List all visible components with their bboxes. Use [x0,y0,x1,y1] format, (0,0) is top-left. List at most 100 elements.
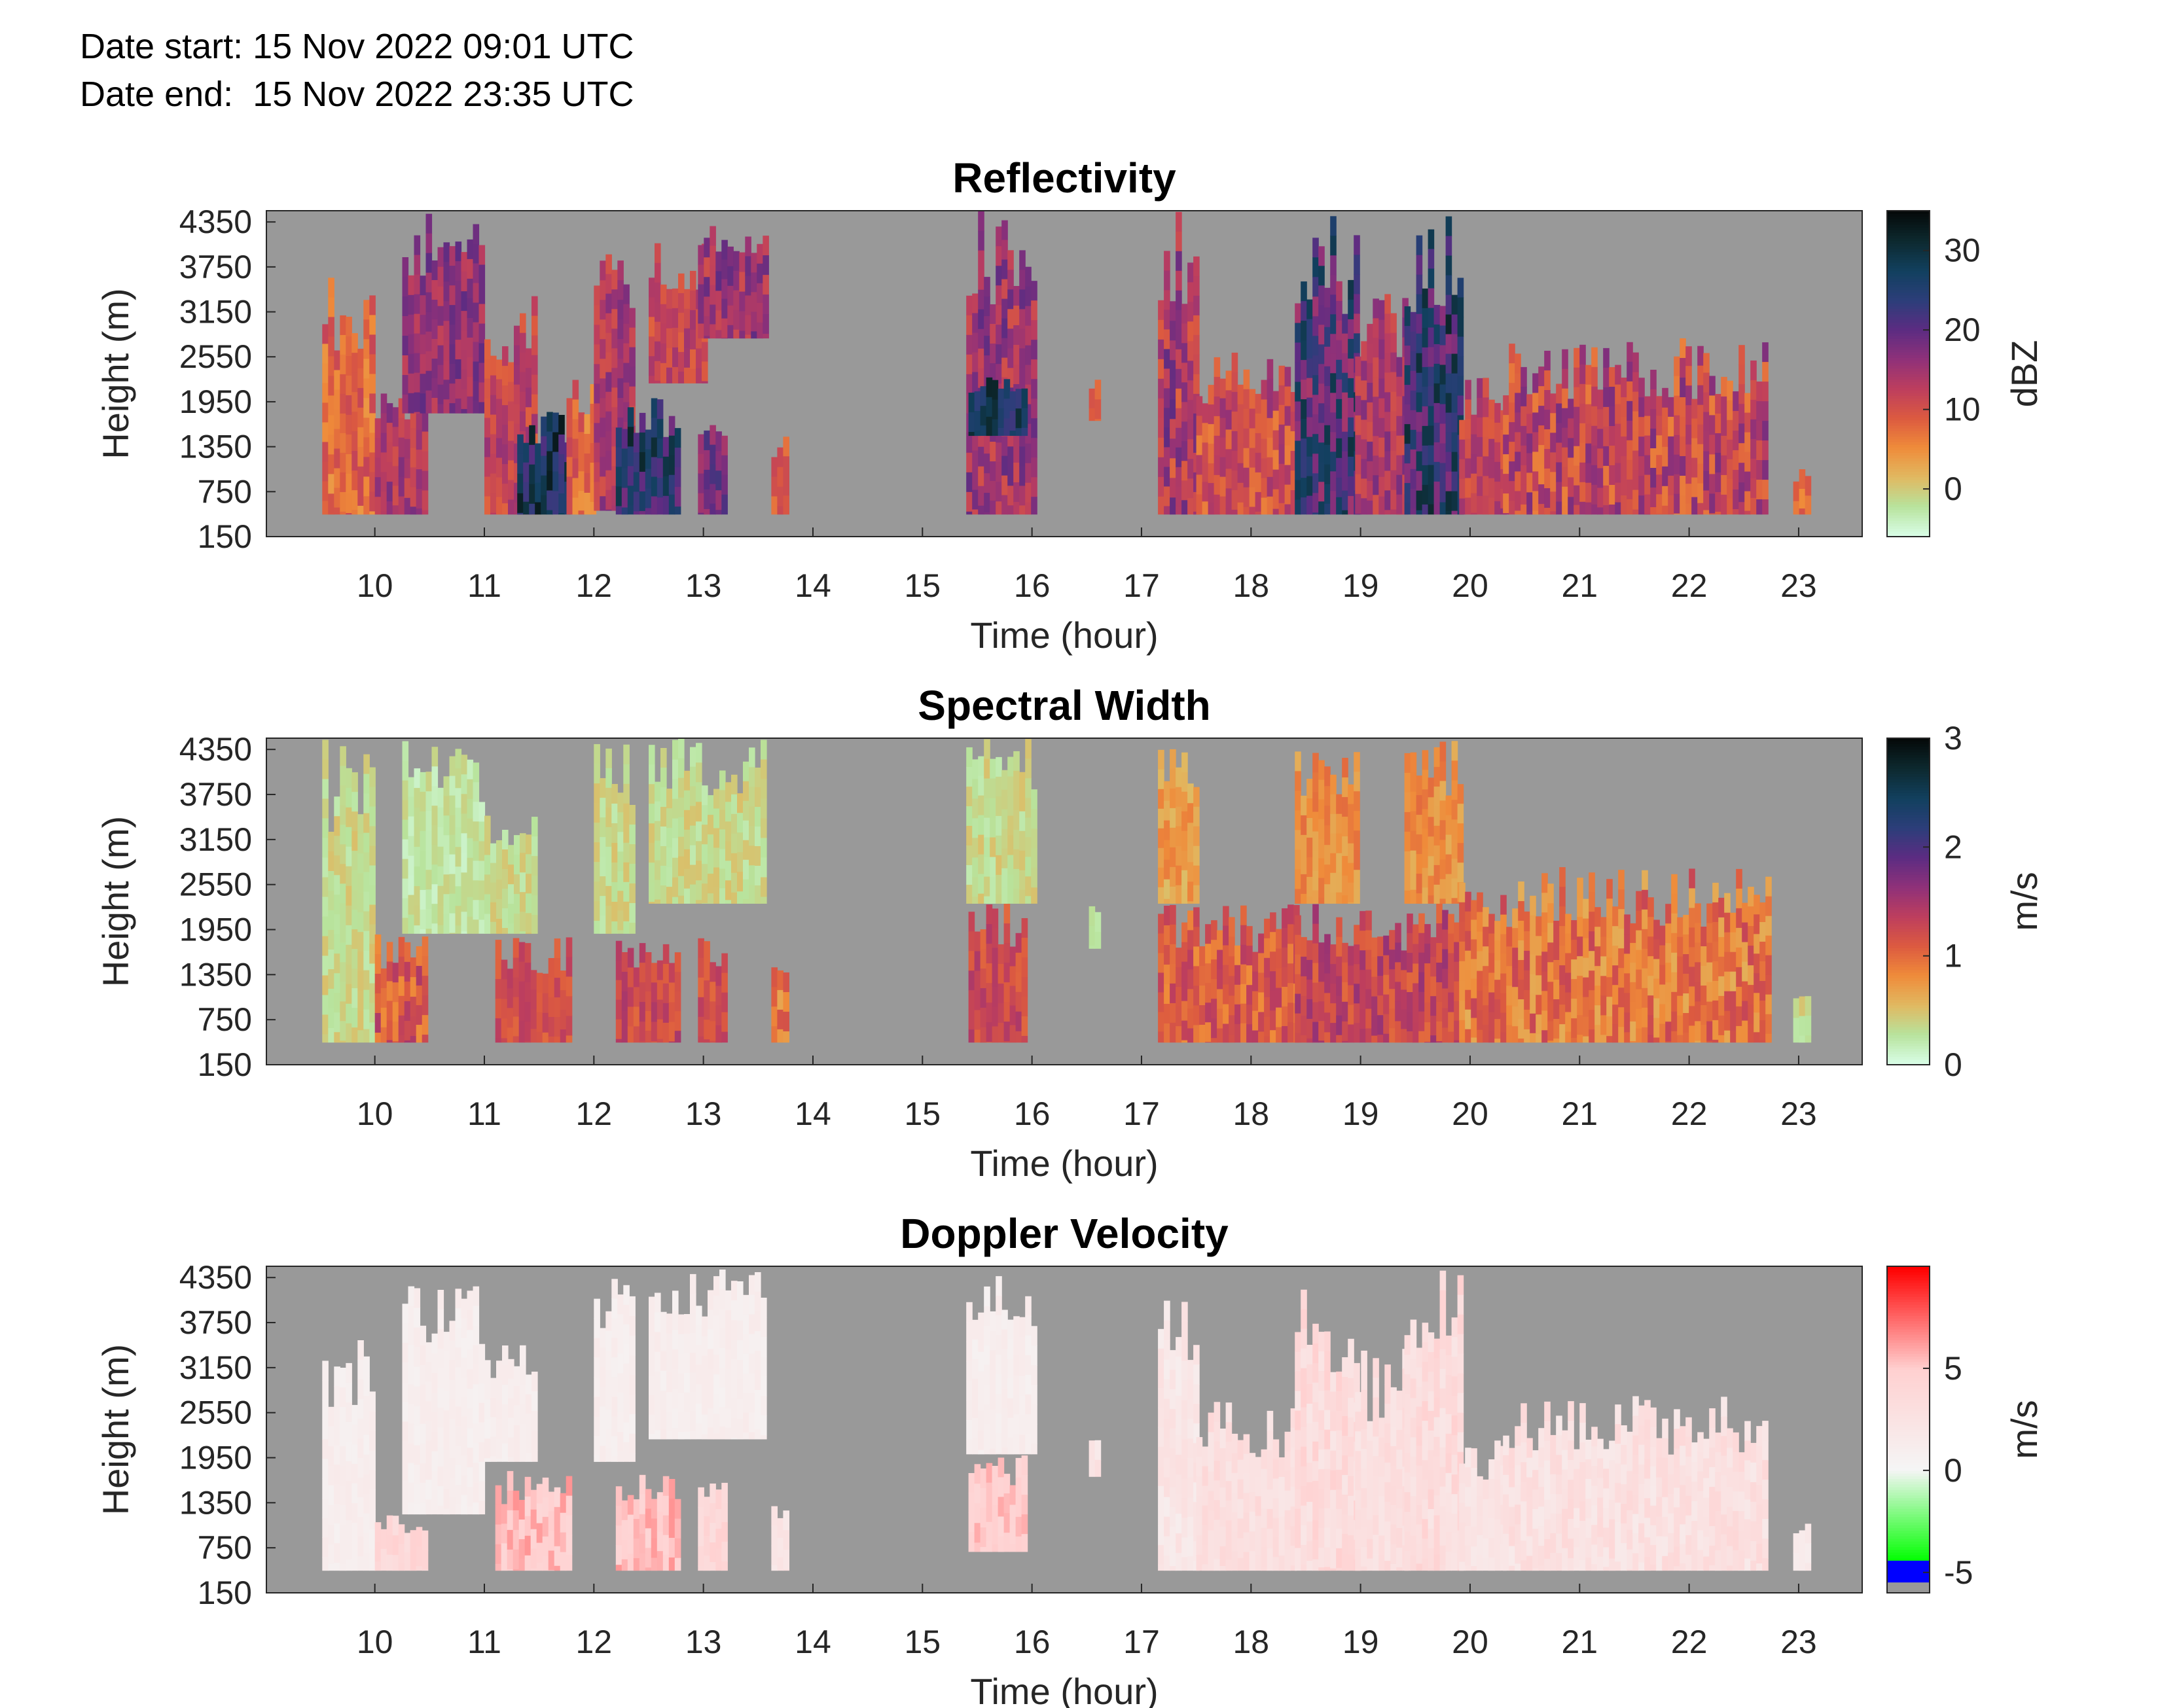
heatmap-cell [536,1542,543,1563]
heatmap-cell [1671,952,1678,973]
heatmap-cell [1621,495,1627,515]
heatmap-cell [443,281,450,302]
heatmap-cell [660,343,667,364]
heatmap-cell [649,804,655,824]
heatmap-cell [1799,489,1806,509]
heatmap-cell [978,486,984,507]
heatmap-cell [1494,501,1501,515]
heatmap-cell [1603,485,1610,506]
heatmap-cell [478,343,486,364]
heatmap-cell [783,1031,789,1043]
colorbar-swatch [1887,476,1930,480]
heatmap-cell [334,1504,340,1524]
heatmap-cell [1301,321,1307,341]
heatmap-cell [1031,1365,1037,1385]
heatmap-cell [1324,884,1331,904]
heatmap-cell [541,416,547,437]
heatmap-cell [1013,325,1020,346]
heatmap-cell [1422,848,1429,868]
heatmap-cell [1503,395,1509,416]
heatmap-cell [605,411,612,432]
heatmap-cell [1442,949,1449,970]
heatmap-cell [777,1009,783,1030]
heatmap-cell [340,766,346,786]
heatmap-cell [696,368,702,383]
heatmap-cell [984,857,990,878]
heatmap-cell [357,1379,364,1400]
heatmap-cell [1255,413,1262,434]
colorbar-swatch [1887,262,1930,266]
heatmap-cell [1762,362,1769,382]
heatmap-cell [611,407,618,427]
heatmap-cell [1659,1023,1666,1043]
heatmap-cell [328,832,334,852]
heatmap-cell [1282,1006,1288,1027]
heatmap-cell [1748,887,1754,907]
heatmap-cell [467,1428,474,1448]
heatmap-cell [1477,990,1483,1011]
heatmap-cell [478,1481,486,1502]
heatmap-cell [1618,909,1625,929]
heatmap-cell [1001,455,1008,476]
heatmap-cell [996,1355,1002,1375]
heatmap-cell [1524,911,1530,932]
heatmap-cell [404,961,411,982]
heatmap-cell [1164,879,1170,900]
heatmap-cell [1021,1514,1028,1535]
heatmap-cell [322,936,329,957]
heatmap-cell [1536,916,1542,936]
heatmap-cell [972,509,979,515]
heatmap-cell [449,364,456,384]
heatmap-cell [1176,349,1182,370]
heatmap-cell [526,407,532,427]
heatmap-cell [1689,967,1695,987]
heatmap-cell [514,345,520,366]
heatmap-cell [1176,787,1182,808]
heatmap-cell [1318,897,1325,904]
heatmap-cell [1214,396,1221,417]
heatmap-cell [1451,510,1458,515]
heatmap-cell [1306,877,1313,897]
heatmap-cell [1691,418,1698,439]
heatmap-cell [392,963,399,983]
heatmap-cell [1662,387,1668,408]
heatmap-cell [478,264,486,285]
heatmap-cell [1559,965,1566,986]
heatmap-cell [1164,984,1170,1005]
heatmap-cell [783,992,789,1012]
heatmap-cell [1553,980,1560,1000]
heatmap-cell [1025,817,1032,838]
colorbar-swatch [1887,757,1930,761]
heatmap-cell [1706,982,1713,1003]
heatmap-cell [328,969,334,989]
heatmap-cell [690,1372,696,1393]
heatmap-cell [449,1321,456,1341]
heatmap-cell [1538,504,1545,515]
heatmap-cell [363,476,370,497]
heatmap-cell [1609,406,1615,427]
heatmap-cell [414,1504,421,1515]
heatmap-cell [1477,931,1483,952]
heatmap-cell [461,1318,468,1339]
heatmap-cell [1457,317,1464,338]
heatmap-cell [611,1377,618,1397]
heatmap-cell [966,826,973,846]
heatmap-cell [1589,872,1595,893]
heatmap-cell [1295,934,1301,955]
heatmap-cell [666,808,673,828]
heatmap-cell [1416,451,1423,472]
heatmap-cell [501,1018,508,1039]
heatmap-cell [1459,419,1466,440]
heatmap-cell [615,999,622,1020]
colorbar-swatch [1887,316,1930,320]
heatmap-cell [1202,501,1209,515]
colorbar-swatch [1887,523,1930,527]
heatmap-cell [1176,329,1182,350]
heatmap-cell [615,960,622,981]
colorbar-swatch [1887,1018,1930,1022]
heatmap-cell [966,1400,973,1421]
heatmap-cell [600,476,606,497]
heatmap-cell [473,1423,480,1444]
heatmap-cell [698,473,704,494]
heatmap-cell [1609,426,1615,446]
